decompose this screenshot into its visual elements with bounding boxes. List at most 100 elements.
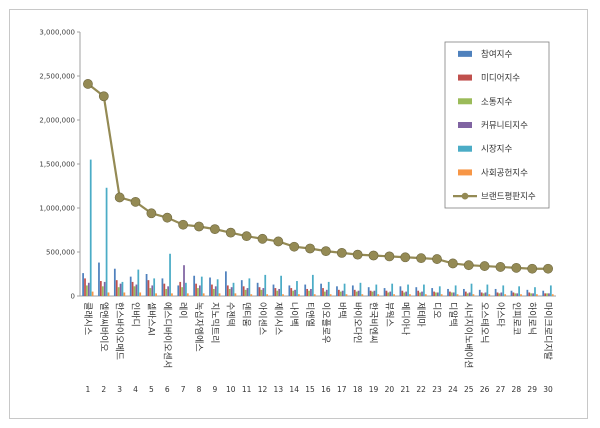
bar [280, 275, 282, 296]
bar [387, 292, 390, 296]
bar [423, 284, 425, 296]
bar [375, 284, 378, 296]
x-category-label: 제이시스 [272, 302, 283, 335]
bar [337, 289, 340, 296]
bar [296, 281, 298, 296]
bar [151, 285, 154, 296]
x-rank-label: 5 [149, 385, 154, 394]
bar [115, 280, 118, 296]
bar [226, 285, 229, 296]
x-category-label: 에스디바이오센서 [161, 302, 172, 368]
line-point [463, 260, 474, 271]
bar [171, 293, 173, 296]
x-category-label: 아이센스 [256, 302, 267, 335]
line-point [432, 254, 442, 264]
legend-label: 사회공헌지수 [481, 168, 528, 178]
x-category-label: 한국비엔씨 [368, 302, 379, 343]
x-category-label: 뷰웍스 [383, 302, 394, 327]
bar [438, 286, 441, 296]
x-rank-label: 7 [181, 385, 186, 394]
x-category-label: 디오 [431, 302, 442, 319]
x-category-label: 수젠텍 [225, 302, 236, 327]
bar [91, 291, 94, 296]
bar [89, 159, 92, 296]
x-category-label: 나이벡 [288, 302, 299, 327]
x-rank-label: 18 [353, 385, 363, 394]
bar [377, 294, 380, 296]
bar [482, 293, 485, 296]
x-category-label: 이오플로우 [320, 302, 331, 343]
bar [325, 289, 328, 296]
legend-label: 소통지수 [481, 97, 512, 107]
bar [123, 292, 126, 296]
bar [139, 292, 142, 296]
bar [361, 294, 364, 296]
bar [351, 285, 354, 296]
bar [463, 288, 465, 296]
bar [486, 284, 489, 296]
legend-swatch [458, 74, 472, 81]
x-category-label: 클래시스 [82, 302, 93, 335]
y-tick-label: 1,500,000 [39, 161, 75, 169]
bar [276, 290, 279, 296]
bar [424, 294, 427, 296]
x-category-label: 녹십자엠에스 [193, 302, 205, 352]
bar [177, 285, 180, 296]
bar [246, 288, 249, 296]
bar [359, 282, 362, 296]
bar [369, 290, 372, 296]
bar [494, 288, 497, 296]
bar [329, 294, 332, 296]
bar [290, 288, 293, 296]
bar [282, 294, 284, 296]
bar [466, 293, 469, 296]
x-rank-label: 15 [305, 385, 315, 394]
x-category-label: 제테마 [415, 302, 426, 328]
x-category-label: 아스타 [494, 302, 505, 328]
bar [181, 287, 183, 296]
bar [324, 291, 326, 296]
bar [209, 277, 211, 296]
bar [353, 289, 356, 296]
bar [367, 287, 370, 296]
bar [528, 292, 531, 296]
bar [113, 268, 116, 296]
bar [435, 292, 437, 296]
bar [256, 282, 259, 296]
bar [99, 281, 102, 296]
bar [232, 282, 235, 296]
bar [131, 281, 134, 296]
bar [405, 291, 408, 296]
bar [320, 283, 322, 296]
bar [385, 290, 388, 296]
bar [225, 271, 227, 296]
bar [193, 275, 196, 296]
bar [165, 288, 168, 296]
bar [103, 281, 106, 296]
legend-swatch [458, 98, 472, 105]
x-rank-label: 25 [464, 385, 474, 394]
bar [264, 274, 267, 296]
x-rank-label: 10 [226, 385, 236, 394]
x-category-label: 시너지이노베이션 [463, 302, 474, 368]
bar [212, 288, 215, 296]
line-point [130, 196, 141, 207]
bar [484, 292, 487, 296]
bar [250, 294, 253, 296]
bar [107, 292, 110, 296]
x-rank-label: 20 [385, 385, 395, 394]
bar [548, 293, 550, 296]
bar [186, 293, 189, 296]
x-rank-label: 4 [133, 385, 138, 394]
bar [496, 292, 499, 296]
bar [532, 293, 534, 296]
bar [199, 285, 201, 296]
bar [343, 283, 346, 296]
bar [472, 294, 475, 296]
x-category-label: 덴티움 [241, 302, 252, 327]
bar [197, 288, 199, 296]
line-point [511, 262, 522, 273]
x-rank-label: 21 [400, 385, 410, 394]
bar [274, 288, 277, 296]
bar [308, 290, 310, 296]
